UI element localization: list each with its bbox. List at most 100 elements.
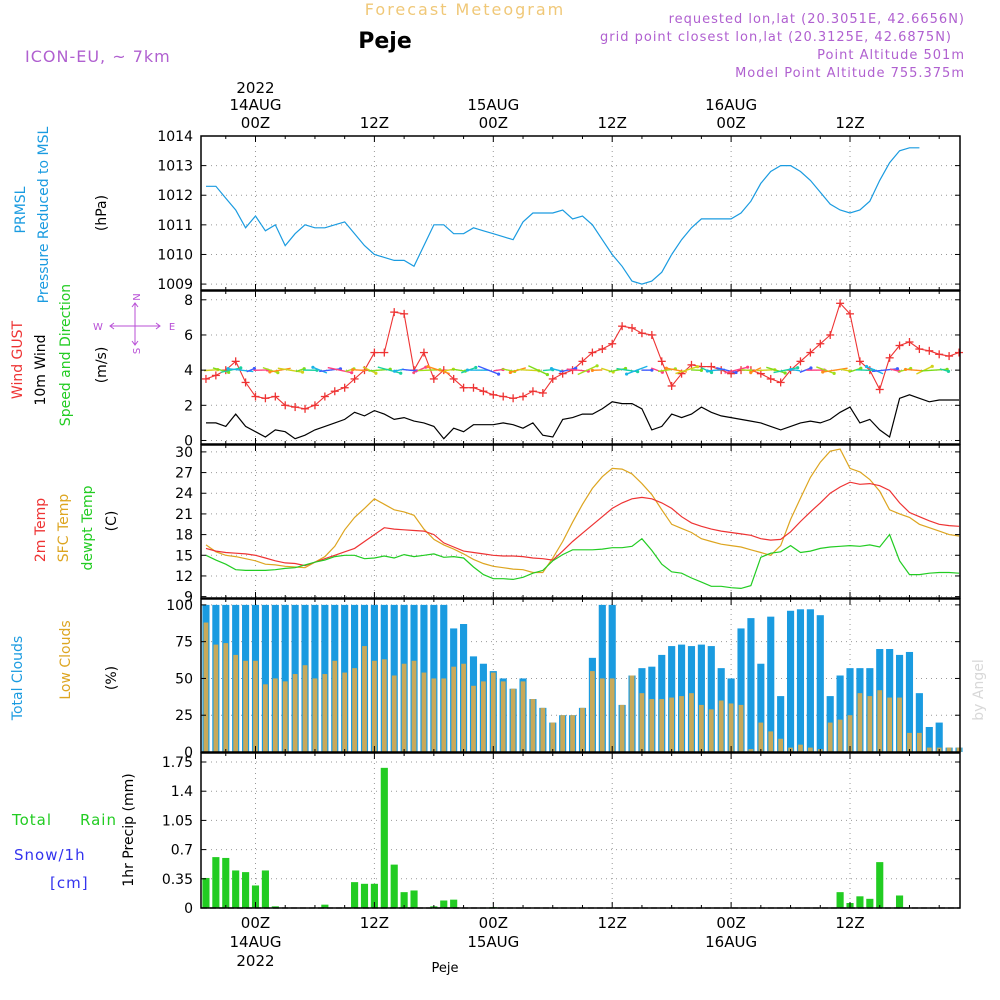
wind-direction-arrow: [327, 366, 352, 374]
wind-direction-arrow: [740, 369, 751, 372]
top-year-label: 2022: [236, 79, 274, 97]
rain-bar: [836, 892, 844, 908]
rain-bar: [440, 900, 448, 908]
wind-direction-arrow: [905, 368, 924, 372]
y-tick-label-pressure: 1010: [157, 247, 193, 263]
wind-direction-arrow: [402, 368, 417, 372]
low-cloud-bar: [312, 678, 318, 752]
y-tick-label-wind: 0: [184, 433, 193, 449]
low-cloud-bar: [639, 693, 645, 752]
total-cloud-bar: [261, 604, 269, 752]
bottom-date-label: 15AUG: [467, 933, 519, 951]
wind-direction-arrow: [724, 366, 748, 374]
temp-labels: 2m Temp SFC Temp dewpt Temp (C): [33, 485, 120, 570]
low-cloud-bar: [223, 643, 229, 752]
total-cloud-bar: [767, 616, 775, 752]
credit-label: by Angel: [971, 659, 987, 720]
compass-south: S: [132, 348, 143, 354]
low-cloud-bar: [778, 738, 784, 752]
bottom-date-label: 16AUG: [705, 933, 757, 951]
wind-direction-arrowhead: [549, 366, 554, 371]
wind-direction-arrowhead: [311, 365, 315, 369]
wind-direction-arrow: [220, 367, 241, 374]
bottom-hour-label: 12Z: [360, 914, 389, 932]
top-hour-label: 12Z: [835, 114, 864, 132]
wind-direction-arrow: [517, 368, 539, 372]
bottom-date-label: 14AUG: [230, 933, 282, 951]
wind-direction-arrow: [269, 367, 291, 373]
y-tick-label-wind: 8: [184, 293, 193, 309]
low-cloud-bar: [926, 747, 932, 752]
low-cloud-bar: [867, 696, 873, 752]
y-tick-label-wind: 2: [184, 398, 193, 414]
total-cloud-bar: [757, 663, 765, 752]
total-cloud-bar: [281, 604, 289, 752]
low-cloud-bar: [887, 697, 893, 752]
y-tick-label-temp: 24: [175, 486, 193, 502]
wind-direction-arrowhead: [832, 371, 836, 375]
compass-arrows: [109, 302, 161, 346]
y-tick-label-temp: 18: [175, 528, 193, 544]
temp-unit: (C): [104, 511, 120, 532]
precip-frame: [200, 752, 961, 909]
y-tick-label-temp: 12: [175, 569, 193, 585]
wind-direction-arrowhead: [783, 371, 787, 375]
low-cloud-bar: [302, 665, 308, 752]
y-tick-label-temp: 15: [175, 548, 193, 564]
low-cloud-bar: [768, 731, 774, 752]
point-altitude: Point Altitude 501m: [817, 48, 965, 63]
rain-bar: [202, 877, 210, 908]
precip-label-total: Total: [11, 811, 52, 829]
y-tick-label-clouds: 100: [166, 598, 193, 614]
total-cloud-bar: [697, 644, 705, 752]
wind-direction-arrow: [559, 367, 576, 373]
wind-direction-arrowhead: [226, 367, 230, 371]
wind-direction-arrow: [451, 368, 466, 372]
top-hour-label: 00Z: [479, 114, 508, 132]
y-tick-label-pressure: 1012: [157, 188, 193, 204]
model-point-altitude: Model Point Altitude 755.375m: [735, 66, 965, 81]
low-cloud-bar: [272, 678, 278, 752]
wind-direction-arrowhead: [734, 370, 738, 375]
wind-direction-arrowhead: [746, 365, 750, 369]
cloud-unit: (%): [104, 666, 120, 690]
low-cloud-bar: [243, 660, 248, 752]
low-cloud-bar: [956, 747, 962, 752]
wind-direction-arrow: [790, 368, 801, 372]
precip-label-rain: Rain: [80, 811, 117, 829]
y-tick-label-precip: 0.35: [162, 872, 193, 888]
compass-east: E: [169, 322, 175, 333]
clouds-panel: [202, 604, 963, 752]
y-tick-label-pressure: 1013: [157, 159, 193, 175]
cloud-labels: Total Clouds Low Clouds (%): [10, 620, 120, 721]
wind-direction-arrowhead: [664, 366, 668, 370]
wind-direction-arrow: [493, 368, 504, 372]
total-cloud-bar: [747, 618, 755, 752]
wind-direction-arrow: [766, 366, 786, 374]
low-cloud-bar: [263, 684, 268, 752]
wind-labels: Wind GUST 10m Wind Speed and Direction (…: [10, 284, 175, 426]
wind-direction-arrow: [773, 367, 798, 374]
wind-frame: [200, 290, 961, 445]
low-cloud-bar: [689, 693, 694, 752]
top-date-label: 14AUG: [230, 96, 282, 114]
total-cloud-bar: [915, 693, 923, 752]
low-cloud-bar: [381, 659, 387, 752]
wind-direction-arrow: [312, 366, 328, 374]
y-tick-label-pressure: 1014: [157, 129, 193, 145]
wind-label-gust: Wind GUST: [10, 320, 26, 399]
low-cloud-bar: [332, 660, 338, 752]
location-title: Peje: [358, 29, 412, 54]
wind-direction-arrowhead: [749, 370, 753, 375]
pressure-frame: [200, 135, 961, 291]
low-cloud-bar: [540, 707, 546, 752]
y-tick-label-pressure: 1011: [157, 218, 193, 234]
wind-direction-arrow: [816, 366, 835, 375]
total-cloud-bar: [816, 615, 824, 752]
y-tick-label-precip: 1.4: [171, 784, 193, 800]
rain-bar: [400, 892, 408, 908]
rain-bar: [212, 857, 220, 908]
compass-north: N: [132, 293, 143, 300]
low-cloud-bar: [372, 660, 377, 752]
low-cloud-bar: [471, 685, 476, 752]
